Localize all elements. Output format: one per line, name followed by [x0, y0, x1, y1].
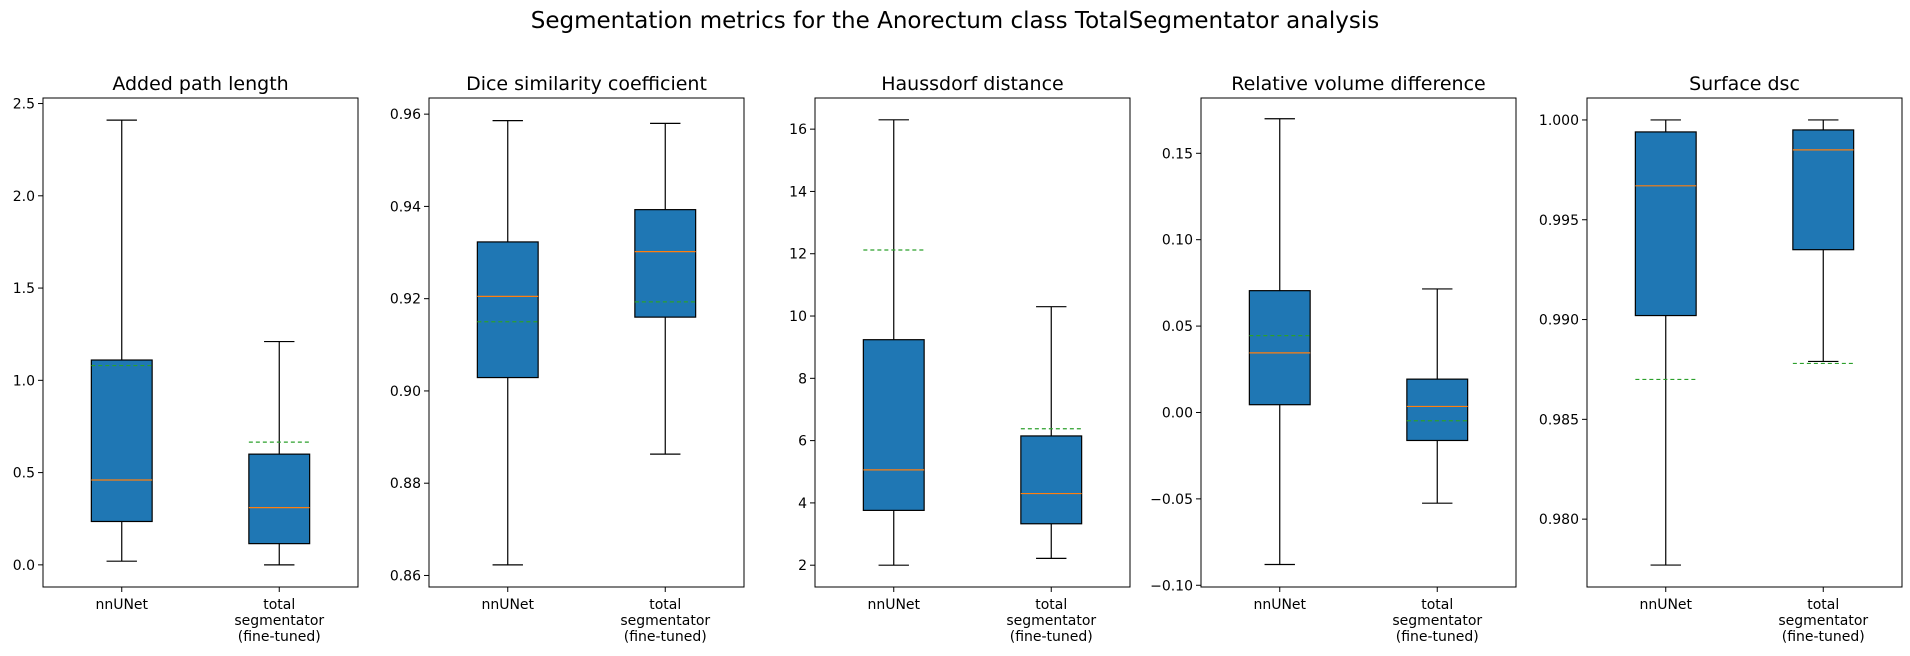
iqr-box	[862, 339, 925, 511]
box-nnunet	[476, 120, 539, 566]
panel-1: Added path length 0.0 0.5 1.0 1.5 2.0 2.5 nnUNe…	[13, 73, 359, 645]
box-nnunet	[1248, 118, 1311, 566]
y-tick-label: 0.88	[390, 476, 421, 492]
y-tick-label: 0.92	[390, 292, 421, 308]
y-tick-label: 10	[789, 309, 807, 325]
panel-title: Dice similarity coefficient	[466, 73, 707, 95]
panel-title: Relative volume difference	[1231, 73, 1485, 95]
y-tick-label: 2.5	[13, 97, 35, 113]
iqr-box	[1248, 290, 1311, 406]
y-tick-label: 1.5	[13, 281, 35, 297]
y-tick-label: −0.05	[1150, 492, 1193, 508]
panel-title: Haussdorf distance	[881, 73, 1064, 95]
y-tick-label: 4	[798, 496, 807, 512]
axes-frame	[42, 97, 359, 588]
iqr-box	[634, 209, 697, 318]
box-total-segmentator	[1406, 288, 1469, 504]
y-tick-label: 0.0	[13, 558, 35, 574]
panel-title: Added path length	[112, 73, 288, 95]
y-tick-label: 0.990	[1539, 313, 1579, 329]
iqr-box	[1792, 129, 1855, 251]
y-tick-label: 12	[789, 247, 807, 263]
y-tick-label: 6	[798, 434, 807, 450]
y-tick-label: 0.86	[390, 568, 421, 584]
panel-2: Dice similarity coefficient 0.86 0.88 0.90 0…	[390, 73, 745, 645]
y-tick-label: 0.995	[1539, 213, 1579, 229]
y-tick-label: 0.980	[1539, 512, 1579, 528]
iqr-box	[1020, 435, 1083, 525]
panel-4: Relative volume difference −0.10 −0.05 0.00…	[1150, 73, 1517, 645]
x-tick-label: nnUNet	[95, 597, 148, 613]
y-tick-label: 0.985	[1539, 412, 1579, 428]
x-tick-label: total segmentator (fine-tuned)	[1006, 597, 1096, 645]
box-nnunet	[90, 119, 153, 562]
axes-frame	[1586, 97, 1903, 588]
y-tick-label: 0.96	[390, 107, 421, 123]
y-tick-label: 0.5	[13, 466, 35, 482]
iqr-box	[248, 453, 311, 545]
x-tick-label: nnUNet	[867, 597, 920, 613]
y-tick-label: 0.00	[1162, 405, 1193, 421]
box-nnunet	[862, 119, 925, 566]
box-total-segmentator	[634, 122, 697, 455]
iqr-box	[1634, 131, 1697, 317]
iqr-box	[476, 241, 539, 379]
panel-title: Surface dsc	[1689, 73, 1800, 95]
y-tick-label: 14	[789, 184, 807, 200]
y-tick-label: 0.15	[1162, 146, 1193, 162]
axes-frame	[814, 97, 1131, 588]
y-tick-label: 0.94	[390, 199, 421, 215]
x-tick-label: nnUNet	[481, 597, 534, 613]
box-total-segmentator	[248, 340, 311, 566]
y-tick-label: 1.0	[13, 373, 35, 389]
x-tick-label: total segmentator (fine-tuned)	[1778, 597, 1868, 645]
iqr-box	[90, 359, 153, 523]
iqr-box	[1406, 378, 1469, 442]
panel-3: Haussdorf distance 2 4 6 8 10 12 14 16 nnUNet tota…	[789, 73, 1131, 645]
x-tick-label: nnUNet	[1639, 597, 1692, 613]
y-tick-label: 0.10	[1162, 233, 1193, 249]
y-tick-label: 1.000	[1539, 113, 1579, 129]
box-nnunet	[1634, 119, 1697, 566]
box-total-segmentator	[1020, 306, 1083, 559]
panel-5: Surface dsc 0.980 0.985 0.990 0.995 1.000 nnUN…	[1539, 73, 1903, 645]
figure-title: Segmentation metrics for the Anorectum c…	[531, 8, 1379, 34]
y-tick-label: −0.10	[1150, 578, 1193, 594]
x-tick-label: nnUNet	[1253, 597, 1306, 613]
x-tick-label: total segmentator (fine-tuned)	[234, 597, 324, 645]
y-tick-label: 0.05	[1162, 319, 1193, 335]
x-tick-label: total segmentator (fine-tuned)	[620, 597, 710, 645]
panels: Added path length 0.0 0.5 1.0 1.5 2.0 2.5 nnUNe…	[13, 73, 1903, 645]
box-total-segmentator	[1792, 119, 1855, 365]
y-tick-label: 16	[789, 122, 807, 138]
y-tick-label: 2.0	[13, 189, 35, 205]
y-tick-label: 2	[798, 558, 807, 574]
axes-frame	[428, 97, 745, 588]
x-tick-label: total segmentator (fine-tuned)	[1392, 597, 1482, 645]
y-tick-label: 8	[798, 371, 807, 387]
axes-frame	[1200, 97, 1517, 588]
y-tick-label: 0.90	[390, 384, 421, 400]
